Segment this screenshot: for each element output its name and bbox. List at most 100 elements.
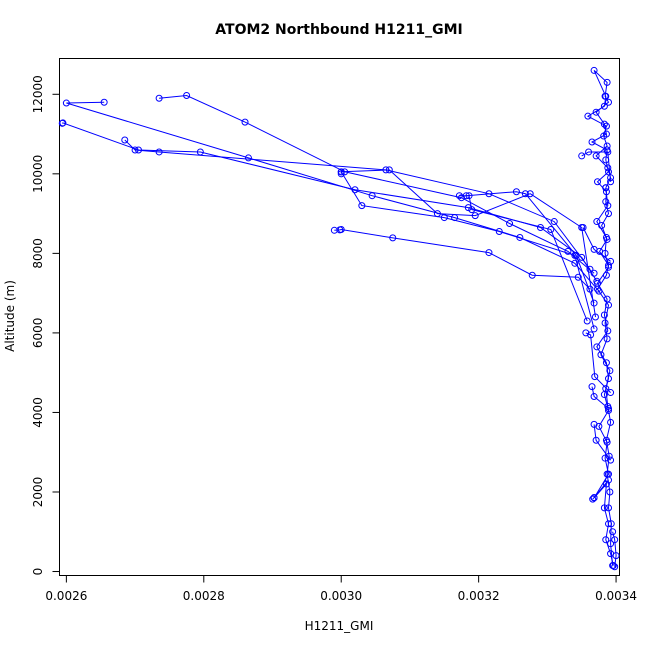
data-point xyxy=(244,154,252,162)
data-point xyxy=(337,170,345,178)
data-point xyxy=(605,168,613,176)
data-point xyxy=(528,271,536,279)
data-point xyxy=(385,166,393,174)
data-point xyxy=(604,327,612,335)
data-point xyxy=(572,251,580,259)
data-point xyxy=(602,198,610,206)
data-point xyxy=(521,190,529,198)
data-point xyxy=(605,406,613,414)
series-line xyxy=(593,424,612,461)
y-tick-label: 0 xyxy=(31,568,45,576)
data-point xyxy=(593,218,601,226)
series-10 xyxy=(455,192,591,325)
data-point xyxy=(603,335,611,343)
data-point xyxy=(584,112,592,120)
data-point xyxy=(59,119,67,127)
x-axis: 0.0026 0.0028 0.0030 0.0032 0.0034 xyxy=(45,575,637,603)
series-12 xyxy=(578,148,615,186)
data-point xyxy=(590,420,598,428)
data-point xyxy=(602,359,610,367)
data-point xyxy=(579,224,587,232)
data-point xyxy=(607,456,615,464)
series-7 xyxy=(337,166,599,321)
data-point xyxy=(590,494,598,502)
data-point xyxy=(605,375,613,383)
data-point xyxy=(590,66,598,74)
data-point xyxy=(593,277,601,285)
y-axis: 0 2000 4000 6000 8000 10000 12000 xyxy=(31,75,60,575)
data-point xyxy=(588,138,596,146)
data-point xyxy=(601,249,609,257)
data-point xyxy=(155,148,163,156)
data-point xyxy=(607,257,615,265)
data-point xyxy=(337,168,345,176)
data-point xyxy=(611,536,619,544)
data-point xyxy=(605,452,613,460)
series-18 xyxy=(609,528,620,571)
data-point xyxy=(587,331,595,339)
series-line xyxy=(586,70,614,566)
data-point xyxy=(609,562,617,570)
y-tick-label: 8000 xyxy=(31,238,45,269)
data-point xyxy=(603,295,611,303)
series-15 xyxy=(588,383,613,412)
data-point xyxy=(603,78,611,86)
data-point xyxy=(62,99,70,107)
y-tick-label: 6000 xyxy=(31,318,45,349)
data-point xyxy=(100,98,108,106)
x-tick-label: 0.0034 xyxy=(595,589,637,603)
data-point xyxy=(604,202,612,210)
series-line xyxy=(124,139,591,270)
series-line xyxy=(593,187,614,566)
data-point xyxy=(604,164,612,172)
data-point xyxy=(600,120,608,128)
data-point xyxy=(600,504,608,512)
series-line xyxy=(334,228,591,290)
y-axis-label: Altitude (m) xyxy=(3,280,17,352)
data-point xyxy=(455,192,463,200)
data-point xyxy=(605,520,613,528)
data-point xyxy=(605,476,613,484)
data-point xyxy=(468,206,476,214)
data-point xyxy=(564,247,572,255)
data-point xyxy=(600,132,608,140)
data-point xyxy=(600,391,608,399)
data-point xyxy=(337,226,345,234)
data-point xyxy=(591,313,599,321)
data-point xyxy=(602,122,610,130)
x-tick-label: 0.0026 xyxy=(45,589,87,603)
data-point xyxy=(586,265,594,273)
series-9 xyxy=(462,188,598,307)
data-point xyxy=(603,438,611,446)
data-point xyxy=(607,389,615,397)
series-line xyxy=(582,227,611,262)
data-point xyxy=(607,178,615,186)
data-point xyxy=(605,504,613,512)
data-point xyxy=(592,108,600,116)
data-point xyxy=(602,184,610,192)
series-line xyxy=(581,151,612,182)
data-point xyxy=(602,536,610,544)
x-tick-label: 0.0032 xyxy=(458,589,500,603)
data-point xyxy=(585,148,593,156)
data-point xyxy=(605,404,613,412)
data-point xyxy=(589,495,597,503)
data-point xyxy=(121,136,129,144)
data-point xyxy=(595,287,603,295)
data-point xyxy=(604,148,612,156)
data-point xyxy=(155,94,163,102)
data-point xyxy=(605,261,613,269)
data-point xyxy=(590,299,598,307)
series-13 xyxy=(579,224,615,265)
data-point xyxy=(612,552,620,560)
data-point xyxy=(607,418,615,426)
data-point xyxy=(583,317,591,325)
data-point xyxy=(574,273,582,281)
data-point xyxy=(588,383,596,391)
data-point xyxy=(526,190,534,198)
data-point xyxy=(591,373,599,381)
series-line xyxy=(592,479,609,500)
data-point xyxy=(605,98,613,106)
